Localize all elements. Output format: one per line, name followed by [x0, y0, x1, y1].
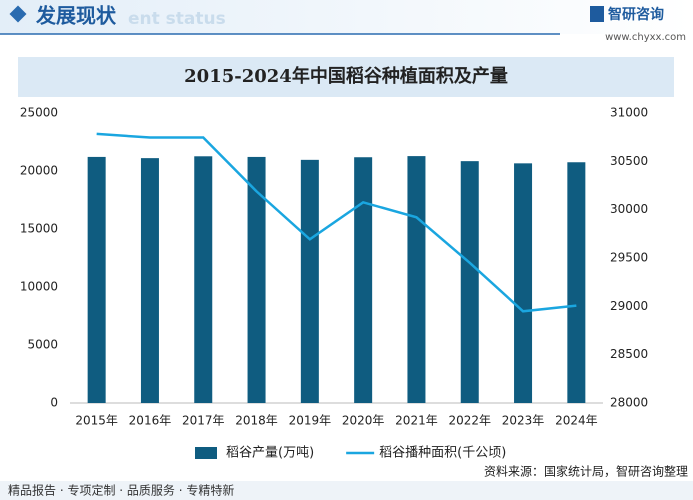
header-watermark: ent status — [128, 9, 226, 29]
header-band — [0, 0, 693, 34]
line — [96, 132, 577, 313]
y2-tick-label: 31000 — [610, 106, 648, 120]
x-tick-label: 2023年 — [502, 414, 545, 428]
brand-name: 智研咨询 — [607, 6, 664, 23]
section-title: 发展现状 — [35, 4, 117, 28]
bar — [194, 156, 213, 403]
y2-tick-label: 30500 — [610, 154, 648, 168]
bar — [140, 158, 159, 403]
bar — [567, 162, 586, 403]
bar — [87, 156, 106, 403]
y2-tick-label: 29500 — [610, 251, 648, 265]
legend-swatch — [195, 447, 217, 459]
bar — [300, 159, 319, 403]
chart-title: 2015-2024年中国稻谷种植面积及产量 — [184, 65, 508, 87]
brand-url: www.chyxx.com — [605, 32, 686, 43]
bar — [247, 156, 266, 403]
source: 资料来源：国家统计局，智研咨询整理 — [484, 464, 688, 479]
x-tick-label: 2021年 — [395, 414, 438, 428]
bar — [460, 161, 479, 403]
bar — [514, 163, 533, 403]
x-tick-label: 2016年 — [129, 414, 172, 428]
y-tick-label: 20000 — [20, 164, 58, 178]
x-tick-label: 2015年 — [75, 414, 118, 428]
footer: 精品报告 · 专项定制 · 品质服务 · 专精特新 — [8, 483, 234, 498]
y-tick-label: 5000 — [27, 338, 58, 352]
y-tick-label: 25000 — [20, 106, 58, 120]
x-tick-label: 2022年 — [448, 414, 491, 428]
x-tick-label: 2019年 — [289, 414, 332, 428]
y2-tick-label: 30000 — [610, 202, 648, 216]
y2-tick-label: 29000 — [610, 299, 648, 313]
x-tick-label: 2024年 — [555, 414, 598, 428]
x-tick-label: 2020年 — [342, 414, 385, 428]
footer-band — [0, 481, 693, 500]
y2-tick-label: 28000 — [610, 396, 648, 410]
x-tick-label: 2017年 — [182, 414, 225, 428]
x-tick-label: 2018年 — [235, 414, 278, 428]
y-tick-label: 15000 — [20, 222, 58, 236]
legend-label: 稻谷播种面积(千公顷) — [379, 446, 506, 461]
y-tick-label: 0 — [50, 396, 58, 410]
bar — [407, 156, 426, 403]
legend-label: 稻谷产量(万吨) — [226, 446, 314, 461]
brand-logo — [590, 6, 604, 22]
y2-tick-label: 28500 — [610, 347, 648, 361]
title-box — [18, 57, 674, 97]
bar — [354, 157, 373, 403]
y-tick-label: 10000 — [20, 280, 58, 294]
